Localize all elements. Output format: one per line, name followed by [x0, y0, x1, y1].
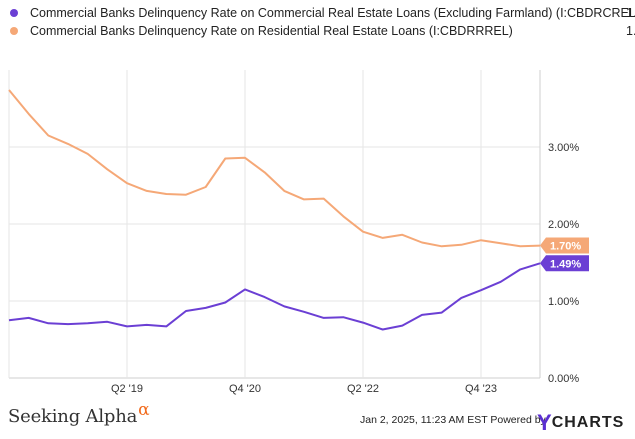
series-lines [8, 89, 541, 331]
legend-label: Commercial Banks Delinquency Rate on Com… [30, 6, 635, 20]
y-tick-label: 1.00% [548, 296, 579, 308]
seeking-alpha-wordmark: Seeking Alpha [8, 406, 138, 427]
ycharts-y-mark: Y [537, 410, 552, 435]
y-tick-label: 3.00% [548, 142, 579, 154]
series-end-badge: 1.70% [540, 237, 589, 254]
x-axis-ticks: Q2 '19 Q4 '20 Q2 '22 Q4 '23 [111, 383, 497, 395]
gridlines [8, 70, 541, 379]
x-tick-label: Q4 '23 [465, 383, 497, 395]
series-line[interactable] [8, 89, 541, 248]
series-end-badge: 1.49% [540, 255, 589, 272]
ycharts-logo: YCHARTS [537, 410, 624, 436]
y-tick-label: 0.00% [548, 373, 579, 385]
end-label-text: 1.49% [550, 258, 581, 270]
legend-item-residential[interactable]: Commercial Banks Delinquency Rate on Res… [8, 22, 635, 40]
legend-value: 1. [626, 6, 635, 20]
y-axis-ticks: 0.00% 1.00% 2.00% 3.00% [548, 142, 579, 385]
series-end-labels: 1.49% 1.70% [540, 237, 589, 272]
legend-swatch [10, 27, 18, 35]
alpha-mark: α [138, 400, 150, 420]
legend-swatch [10, 9, 18, 17]
y-tick-label: 2.00% [548, 219, 579, 231]
legend-value: 1. [626, 24, 635, 38]
x-tick-label: Q2 '19 [111, 383, 143, 395]
footer-timestamp: Jan 2, 2025, 11:23 AM EST Powered by [360, 414, 546, 426]
x-tick-label: Q4 '20 [229, 383, 261, 395]
legend-item-commercial[interactable]: Commercial Banks Delinquency Rate on Com… [8, 4, 635, 22]
end-label-text: 1.70% [550, 241, 581, 253]
seeking-alpha-logo: Seeking Alphaα [8, 400, 150, 427]
x-tick-label: Q2 '22 [347, 383, 379, 395]
end-label-box [540, 237, 589, 254]
series-line[interactable] [8, 262, 541, 331]
ycharts-wordmark: CHARTS [551, 414, 625, 431]
legend-label: Commercial Banks Delinquency Rate on Res… [30, 24, 513, 38]
legend: Commercial Banks Delinquency Rate on Com… [8, 4, 635, 40]
end-label-box [540, 255, 589, 272]
